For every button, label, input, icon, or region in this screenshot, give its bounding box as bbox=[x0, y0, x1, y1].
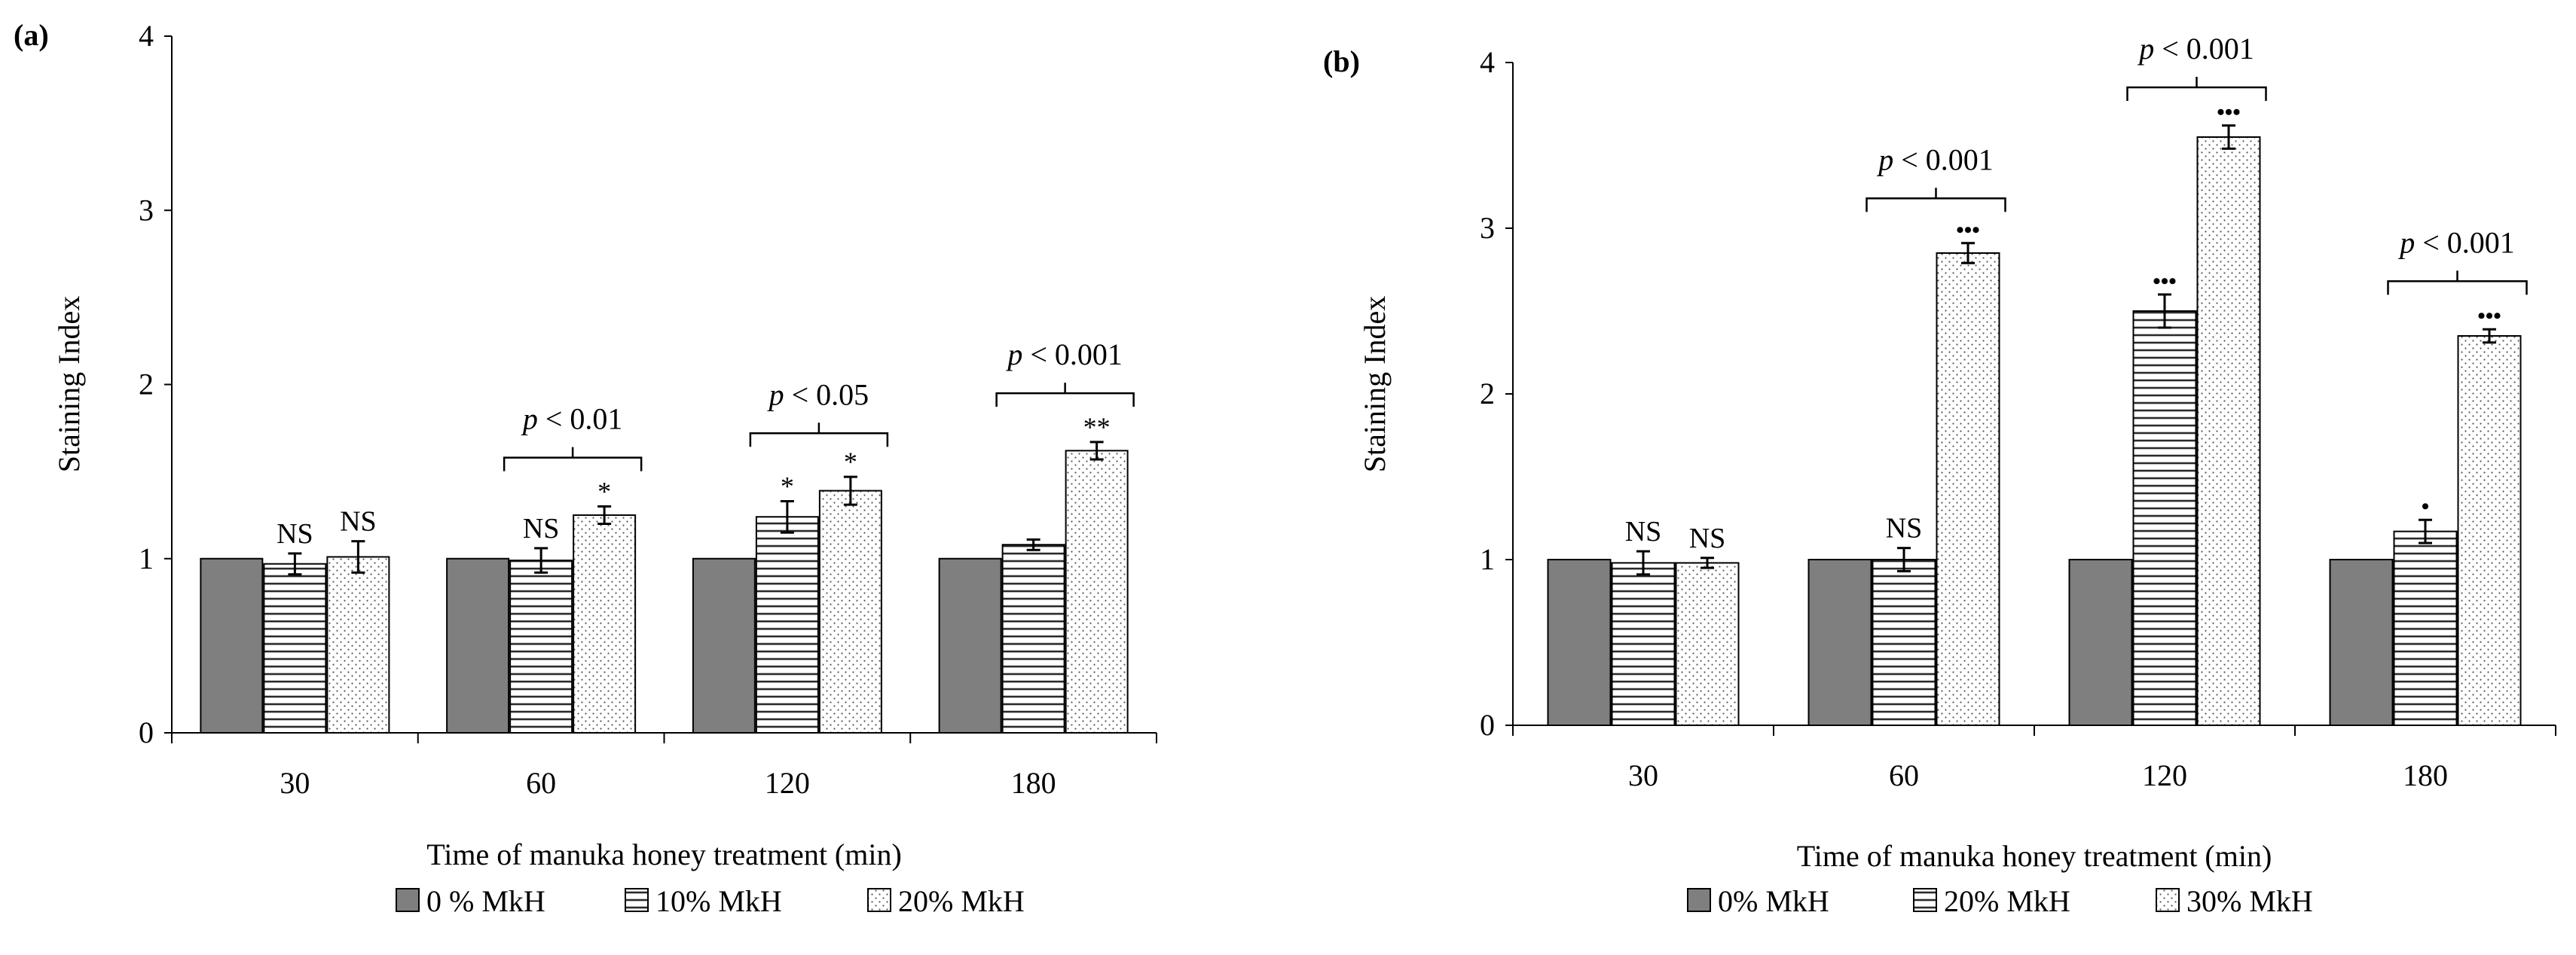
y-tick-label: 4 bbox=[1480, 45, 1495, 79]
p-value-label: p < 0.001 bbox=[2397, 225, 2515, 259]
significance-label: ••• bbox=[1956, 218, 1980, 243]
y-tick-label: 4 bbox=[139, 19, 154, 53]
p-value-label: p < 0.05 bbox=[767, 377, 869, 411]
bar bbox=[818, 490, 882, 734]
x-tick-label: 60 bbox=[1889, 758, 1919, 792]
y-tick-label: 2 bbox=[1480, 377, 1495, 410]
bar bbox=[755, 516, 819, 734]
significance-label: NS bbox=[277, 518, 313, 550]
bar bbox=[1675, 562, 1740, 727]
legend-swatch bbox=[1913, 888, 1937, 912]
x-tick-label: 30 bbox=[1628, 758, 1658, 792]
legend-swatch bbox=[1687, 888, 1711, 912]
significance-bracket bbox=[1866, 188, 2006, 212]
p-value-label: p < 0.01 bbox=[521, 402, 623, 436]
x-axis-title: Time of manuka honey treatment (min) bbox=[426, 838, 902, 871]
bar bbox=[1001, 544, 1065, 734]
significance-bracket bbox=[995, 383, 1135, 407]
y-tick-label: 2 bbox=[139, 368, 154, 401]
bar bbox=[2457, 335, 2522, 726]
legend-label: 0% MkH bbox=[1718, 884, 1829, 918]
panel-b: (b) 0 1 2 3 4 30 60 120 180 Staining Index Time of … bbox=[1323, 32, 2556, 918]
bar bbox=[1547, 559, 1612, 726]
significance-label: NS bbox=[1886, 513, 1923, 545]
p-value-label: p < 0.001 bbox=[2137, 32, 2254, 66]
panel-a: (a) 0 1 2 3 4 30 60 120 180 Staining Index Time of … bbox=[14, 18, 1157, 918]
bar bbox=[446, 557, 510, 734]
bar bbox=[2196, 136, 2261, 726]
p-value-label: p < 0.001 bbox=[1876, 142, 1994, 176]
significance-label: ••• bbox=[2477, 304, 2501, 328]
bar bbox=[509, 560, 573, 734]
bar bbox=[2068, 559, 2133, 726]
legend-swatch bbox=[625, 888, 649, 912]
panel-label: (b) bbox=[1323, 44, 1360, 78]
x-tick-label: 30 bbox=[280, 766, 310, 800]
legend-label: 10% MkH bbox=[655, 884, 782, 918]
legend-label: 30% MkH bbox=[2186, 884, 2313, 918]
y-tick-label: 3 bbox=[1480, 211, 1495, 245]
significance-bracket bbox=[2387, 270, 2528, 295]
bar bbox=[1936, 252, 2000, 726]
y-tick-label: 1 bbox=[139, 542, 154, 575]
legend-label: 20% MkH bbox=[1944, 884, 2070, 918]
y-tick-label: 0 bbox=[139, 715, 154, 749]
bar bbox=[1807, 559, 1872, 726]
significance-label: • bbox=[2422, 494, 2430, 519]
legend-swatch bbox=[396, 888, 420, 912]
significance-label: ••• bbox=[2217, 100, 2241, 125]
bar bbox=[200, 557, 264, 734]
x-tick-label: 180 bbox=[1011, 766, 1056, 800]
x-tick-label: 180 bbox=[2403, 758, 2448, 792]
significance-label: NS bbox=[340, 506, 377, 538]
bar bbox=[263, 563, 327, 734]
significance-label: * bbox=[844, 447, 857, 477]
bar bbox=[2329, 559, 2394, 726]
significance-label: ** bbox=[1083, 412, 1111, 442]
legend-label: 20% MkH bbox=[898, 884, 1025, 918]
x-tick-label: 120 bbox=[765, 766, 810, 800]
significance-label: NS bbox=[523, 513, 560, 545]
bar bbox=[2393, 530, 2458, 726]
bar bbox=[692, 557, 756, 734]
bar bbox=[1872, 559, 1936, 726]
y-tick-label: 3 bbox=[139, 193, 154, 227]
y-axis-title: Staining Index bbox=[1358, 296, 1392, 472]
significance-label: ••• bbox=[2153, 269, 2177, 294]
significance-bracket bbox=[2126, 77, 2267, 101]
bar bbox=[573, 514, 637, 734]
y-tick-label: 0 bbox=[1480, 708, 1495, 742]
x-tick-label: 120 bbox=[2142, 758, 2187, 792]
bar bbox=[326, 556, 390, 734]
legend-swatch bbox=[2156, 888, 2180, 912]
bar bbox=[2132, 310, 2197, 726]
y-tick-label: 1 bbox=[1480, 542, 1495, 576]
significance-label: NS bbox=[1625, 516, 1662, 548]
panel-label: (a) bbox=[14, 18, 49, 52]
bar bbox=[1065, 450, 1129, 734]
x-axis-title: Time of manuka honey treatment (min) bbox=[1797, 839, 2272, 873]
p-value-label: p < 0.001 bbox=[1005, 337, 1123, 371]
significance-label: * bbox=[781, 471, 794, 501]
legend-swatch bbox=[867, 888, 891, 912]
x-tick-label: 60 bbox=[526, 766, 556, 800]
significance-bracket bbox=[503, 447, 643, 471]
significance-label: NS bbox=[1689, 523, 1726, 554]
bar bbox=[938, 557, 1002, 734]
bar bbox=[1611, 562, 1676, 727]
y-axis-title: Staining Index bbox=[52, 296, 86, 472]
legend-label: 0 % MkH bbox=[426, 884, 545, 918]
significance-bracket bbox=[749, 423, 889, 447]
significance-label: * bbox=[597, 476, 611, 506]
